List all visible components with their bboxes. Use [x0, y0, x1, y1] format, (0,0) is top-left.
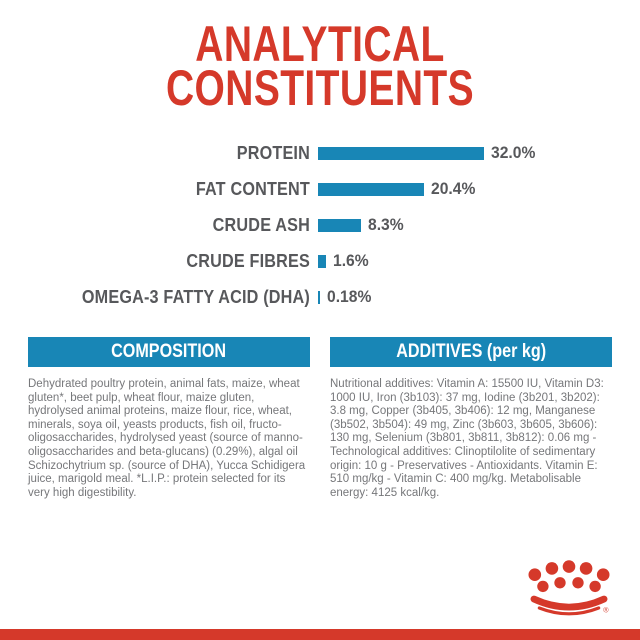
composition-section: COMPOSITION Dehydrated poultry protein, …	[28, 337, 310, 500]
royal-canin-crown-logo: ®	[528, 560, 610, 616]
chart-row-label: CRUDE FIBRES	[186, 250, 310, 271]
page-title-line1: ANALYTICAL	[195, 16, 445, 72]
chart-row-label: OMEGA-3 FATTY ACID (DHA)	[81, 286, 310, 307]
additives-header: ADDITIVES (per kg)	[330, 337, 612, 367]
composition-header: COMPOSITION	[28, 337, 310, 367]
chart-bar	[318, 218, 361, 232]
additives-text: Nutritional additives: Vitamin A: 15500 …	[330, 378, 604, 499]
composition-text: Dehydrated poultry protein, animal fats,…	[28, 378, 306, 499]
chart-row-label: PROTEIN	[236, 142, 310, 163]
chart-row: CRUDE FIBRES 1.6%	[0, 243, 640, 279]
page-title-line2: CONSTITUENTS	[165, 60, 475, 116]
chart-row: PROTEIN 32.0%	[0, 135, 640, 171]
additives-section: ADDITIVES (per kg) Nutritional additives…	[330, 337, 612, 500]
composition-header-label: COMPOSITION	[111, 341, 227, 362]
chart-bar	[318, 254, 326, 268]
chart-row: OMEGA-3 FATTY ACID (DHA) 0.18%	[0, 279, 640, 315]
chart-row-value: 1.6%	[333, 251, 369, 270]
chart-bar	[318, 182, 424, 196]
chart-row-value: 32.0%	[491, 143, 536, 162]
crown-base-underline-arc	[537, 606, 601, 616]
chart-row-value: 8.3%	[368, 215, 404, 234]
info-columns: COMPOSITION Dehydrated poultry protein, …	[28, 337, 612, 500]
registered-trademark-symbol: ®	[603, 606, 609, 615]
chart-bar	[318, 146, 484, 160]
crown-base-arc	[530, 595, 608, 611]
page-title: ANALYTICAL CONSTITUENTS	[70, 16, 569, 116]
additives-header-label: ADDITIVES (per kg)	[396, 341, 546, 362]
analytical-constituents-chart: PROTEIN 32.0% FAT CONTENT 20.4% CRUDE AS…	[0, 135, 640, 315]
bottom-red-bar	[0, 629, 640, 640]
chart-bar	[318, 290, 320, 304]
chart-row-value: 0.18%	[327, 287, 372, 306]
chart-row-value: 20.4%	[431, 179, 476, 198]
chart-row: FAT CONTENT 20.4%	[0, 171, 640, 207]
chart-row: CRUDE ASH 8.3%	[0, 207, 640, 243]
chart-row-label: CRUDE ASH	[212, 214, 310, 235]
chart-row-label: FAT CONTENT	[195, 178, 310, 199]
